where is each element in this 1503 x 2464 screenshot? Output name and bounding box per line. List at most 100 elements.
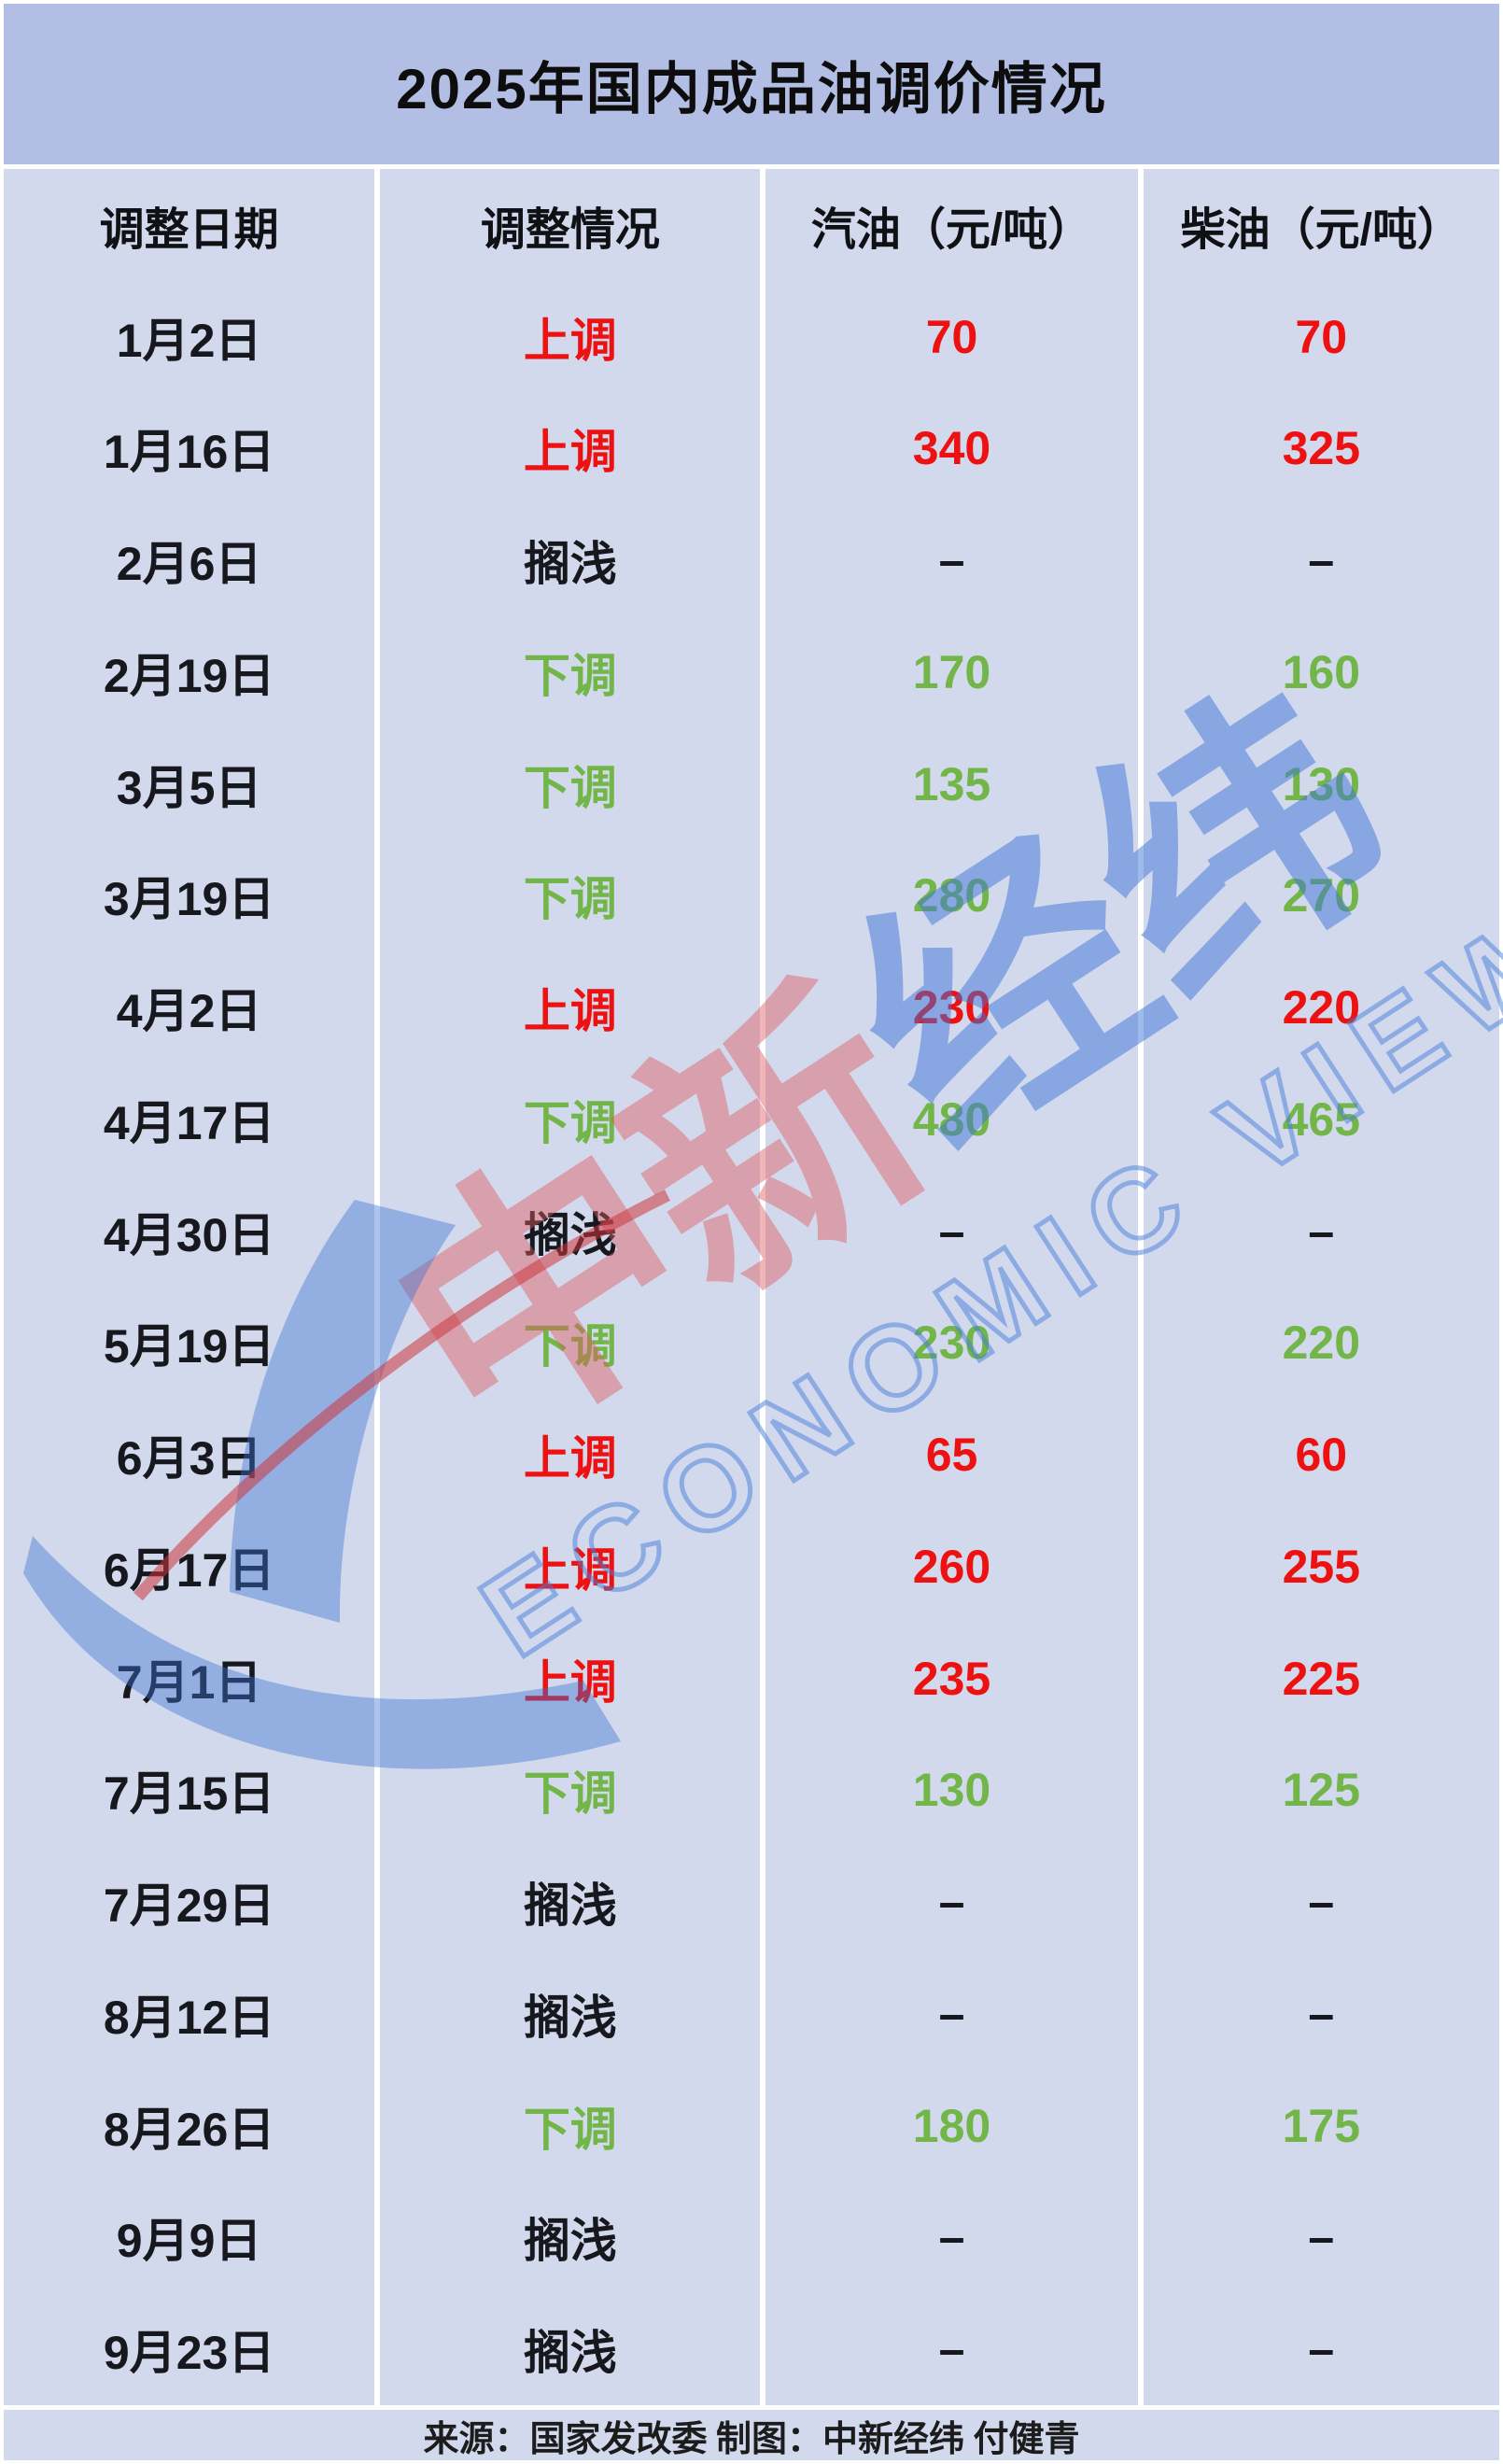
status-cell: 下调 xyxy=(380,839,761,952)
header-cell-diesel: 柴油（元/吨） xyxy=(1143,169,1499,281)
diesel-cell: 130 xyxy=(1143,727,1499,840)
header-cell-date: 调整日期 xyxy=(4,169,375,281)
page-title: 2025年国内成品油调价情况 xyxy=(396,57,1107,120)
gasoline-cell: 235 xyxy=(766,1622,1138,1735)
table-row: 4月2日 上调 230 220 xyxy=(4,951,1499,1063)
date-cell: 3月19日 xyxy=(4,839,375,952)
table-row: 5月19日 下调 230 220 xyxy=(4,1287,1499,1400)
diesel-cell: 175 xyxy=(1143,2069,1499,2182)
date-cell: 7月1日 xyxy=(4,1622,375,1735)
diesel-cell: 70 xyxy=(1143,280,1499,393)
diesel-cell: 220 xyxy=(1143,1287,1499,1400)
status-cell: 上调 xyxy=(380,951,761,1063)
diesel-cell: 225 xyxy=(1143,1622,1499,1735)
gasoline-cell: 65 xyxy=(766,1399,1138,1511)
price-adjustment-table: 调整日期 调整情况 汽油（元/吨） 柴油（元/吨） 1月2日 上调 70 70 … xyxy=(4,169,1499,2405)
header-cell-gasoline: 汽油（元/吨） xyxy=(766,169,1138,281)
diesel-cell: 160 xyxy=(1143,616,1499,728)
table-row: 4月30日 搁浅 – – xyxy=(4,1175,1499,1288)
gasoline-cell: 260 xyxy=(766,1511,1138,1623)
status-cell: 下调 xyxy=(380,1287,761,1400)
header-cell-status: 调整情况 xyxy=(380,169,761,281)
footer-band: 来源：国家发改委 制图：中新经纬 付健青 xyxy=(4,2410,1499,2460)
date-cell: 5月19日 xyxy=(4,1287,375,1400)
date-cell: 8月26日 xyxy=(4,2069,375,2182)
diesel-cell: 60 xyxy=(1143,1399,1499,1511)
date-cell: 7月15日 xyxy=(4,1734,375,1847)
gasoline-cell: 170 xyxy=(766,616,1138,728)
status-cell: 下调 xyxy=(380,727,761,840)
diesel-cell: – xyxy=(1143,1175,1499,1288)
table-header-row: 调整日期 调整情况 汽油（元/吨） 柴油（元/吨） xyxy=(4,169,1499,281)
status-cell: 上调 xyxy=(380,392,761,505)
gasoline-cell: – xyxy=(766,1175,1138,1288)
gasoline-cell: – xyxy=(766,1958,1138,2070)
table-row: 7月1日 上调 235 225 xyxy=(4,1622,1499,1735)
date-cell: 1月2日 xyxy=(4,280,375,393)
date-cell: 9月9日 xyxy=(4,2181,375,2294)
diesel-cell: – xyxy=(1143,2293,1499,2405)
table-row: 8月12日 搁浅 – – xyxy=(4,1958,1499,2070)
table-row: 2月19日 下调 170 160 xyxy=(4,616,1499,728)
date-cell: 4月30日 xyxy=(4,1175,375,1288)
status-cell: 上调 xyxy=(380,1511,761,1623)
diesel-cell: – xyxy=(1143,1846,1499,1958)
date-cell: 4月17日 xyxy=(4,1063,375,1176)
date-cell: 7月29日 xyxy=(4,1846,375,1958)
status-cell: 下调 xyxy=(380,616,761,728)
gasoline-cell: – xyxy=(766,2181,1138,2294)
gasoline-cell: 480 xyxy=(766,1063,1138,1176)
diesel-cell: 255 xyxy=(1143,1511,1499,1623)
table-row: 8月26日 下调 180 175 xyxy=(4,2069,1499,2182)
status-cell: 下调 xyxy=(380,1734,761,1847)
gasoline-cell: 340 xyxy=(766,392,1138,505)
table-row: 1月2日 上调 70 70 xyxy=(4,280,1499,393)
date-cell: 2月6日 xyxy=(4,504,375,616)
table-body: 1月2日 上调 70 70 1月16日 上调 340 325 2月6日 搁浅 –… xyxy=(4,280,1499,2405)
status-cell: 搁浅 xyxy=(380,1958,761,2070)
status-cell: 搁浅 xyxy=(380,1846,761,1958)
status-cell: 下调 xyxy=(380,1063,761,1176)
gasoline-cell: – xyxy=(766,1846,1138,1958)
gasoline-cell: 230 xyxy=(766,951,1138,1063)
status-cell: 上调 xyxy=(380,1622,761,1735)
table-row: 6月3日 上调 65 60 xyxy=(4,1399,1499,1511)
date-cell: 4月2日 xyxy=(4,951,375,1063)
date-cell: 3月5日 xyxy=(4,727,375,840)
source-credit: 来源：国家发改委 制图：中新经纬 付健青 xyxy=(423,2419,1080,2459)
diesel-cell: 125 xyxy=(1143,1734,1499,1847)
date-cell: 6月17日 xyxy=(4,1511,375,1623)
table-row: 2月6日 搁浅 – – xyxy=(4,504,1499,616)
table-row: 9月23日 搁浅 – – xyxy=(4,2293,1499,2405)
status-cell: 上调 xyxy=(380,1399,761,1511)
table-row: 6月17日 上调 260 255 xyxy=(4,1511,1499,1623)
table-row: 9月9日 搁浅 – – xyxy=(4,2181,1499,2294)
status-cell: 搁浅 xyxy=(380,2181,761,2294)
gasoline-cell: 70 xyxy=(766,280,1138,393)
table-row: 7月15日 下调 130 125 xyxy=(4,1734,1499,1847)
status-cell: 下调 xyxy=(380,2069,761,2182)
gasoline-cell: 135 xyxy=(766,727,1138,840)
gasoline-cell: 130 xyxy=(766,1734,1138,1847)
gasoline-cell: – xyxy=(766,2293,1138,2405)
diesel-cell: – xyxy=(1143,2181,1499,2294)
title-band: 2025年国内成品油调价情况 xyxy=(4,4,1499,164)
diesel-cell: – xyxy=(1143,504,1499,616)
diesel-cell: 465 xyxy=(1143,1063,1499,1176)
diesel-cell: 220 xyxy=(1143,951,1499,1063)
date-cell: 9月23日 xyxy=(4,2293,375,2405)
gasoline-cell: 230 xyxy=(766,1287,1138,1400)
date-cell: 8月12日 xyxy=(4,1958,375,2070)
status-cell: 搁浅 xyxy=(380,1175,761,1288)
gasoline-cell: – xyxy=(766,504,1138,616)
status-cell: 搁浅 xyxy=(380,504,761,616)
table-row: 1月16日 上调 340 325 xyxy=(4,392,1499,505)
table-row: 7月29日 搁浅 – – xyxy=(4,1846,1499,1958)
table-row: 4月17日 下调 480 465 xyxy=(4,1063,1499,1176)
date-cell: 2月19日 xyxy=(4,616,375,728)
diesel-cell: 270 xyxy=(1143,839,1499,952)
table-row: 3月19日 下调 280 270 xyxy=(4,839,1499,952)
diesel-cell: – xyxy=(1143,1958,1499,2070)
date-cell: 1月16日 xyxy=(4,392,375,505)
